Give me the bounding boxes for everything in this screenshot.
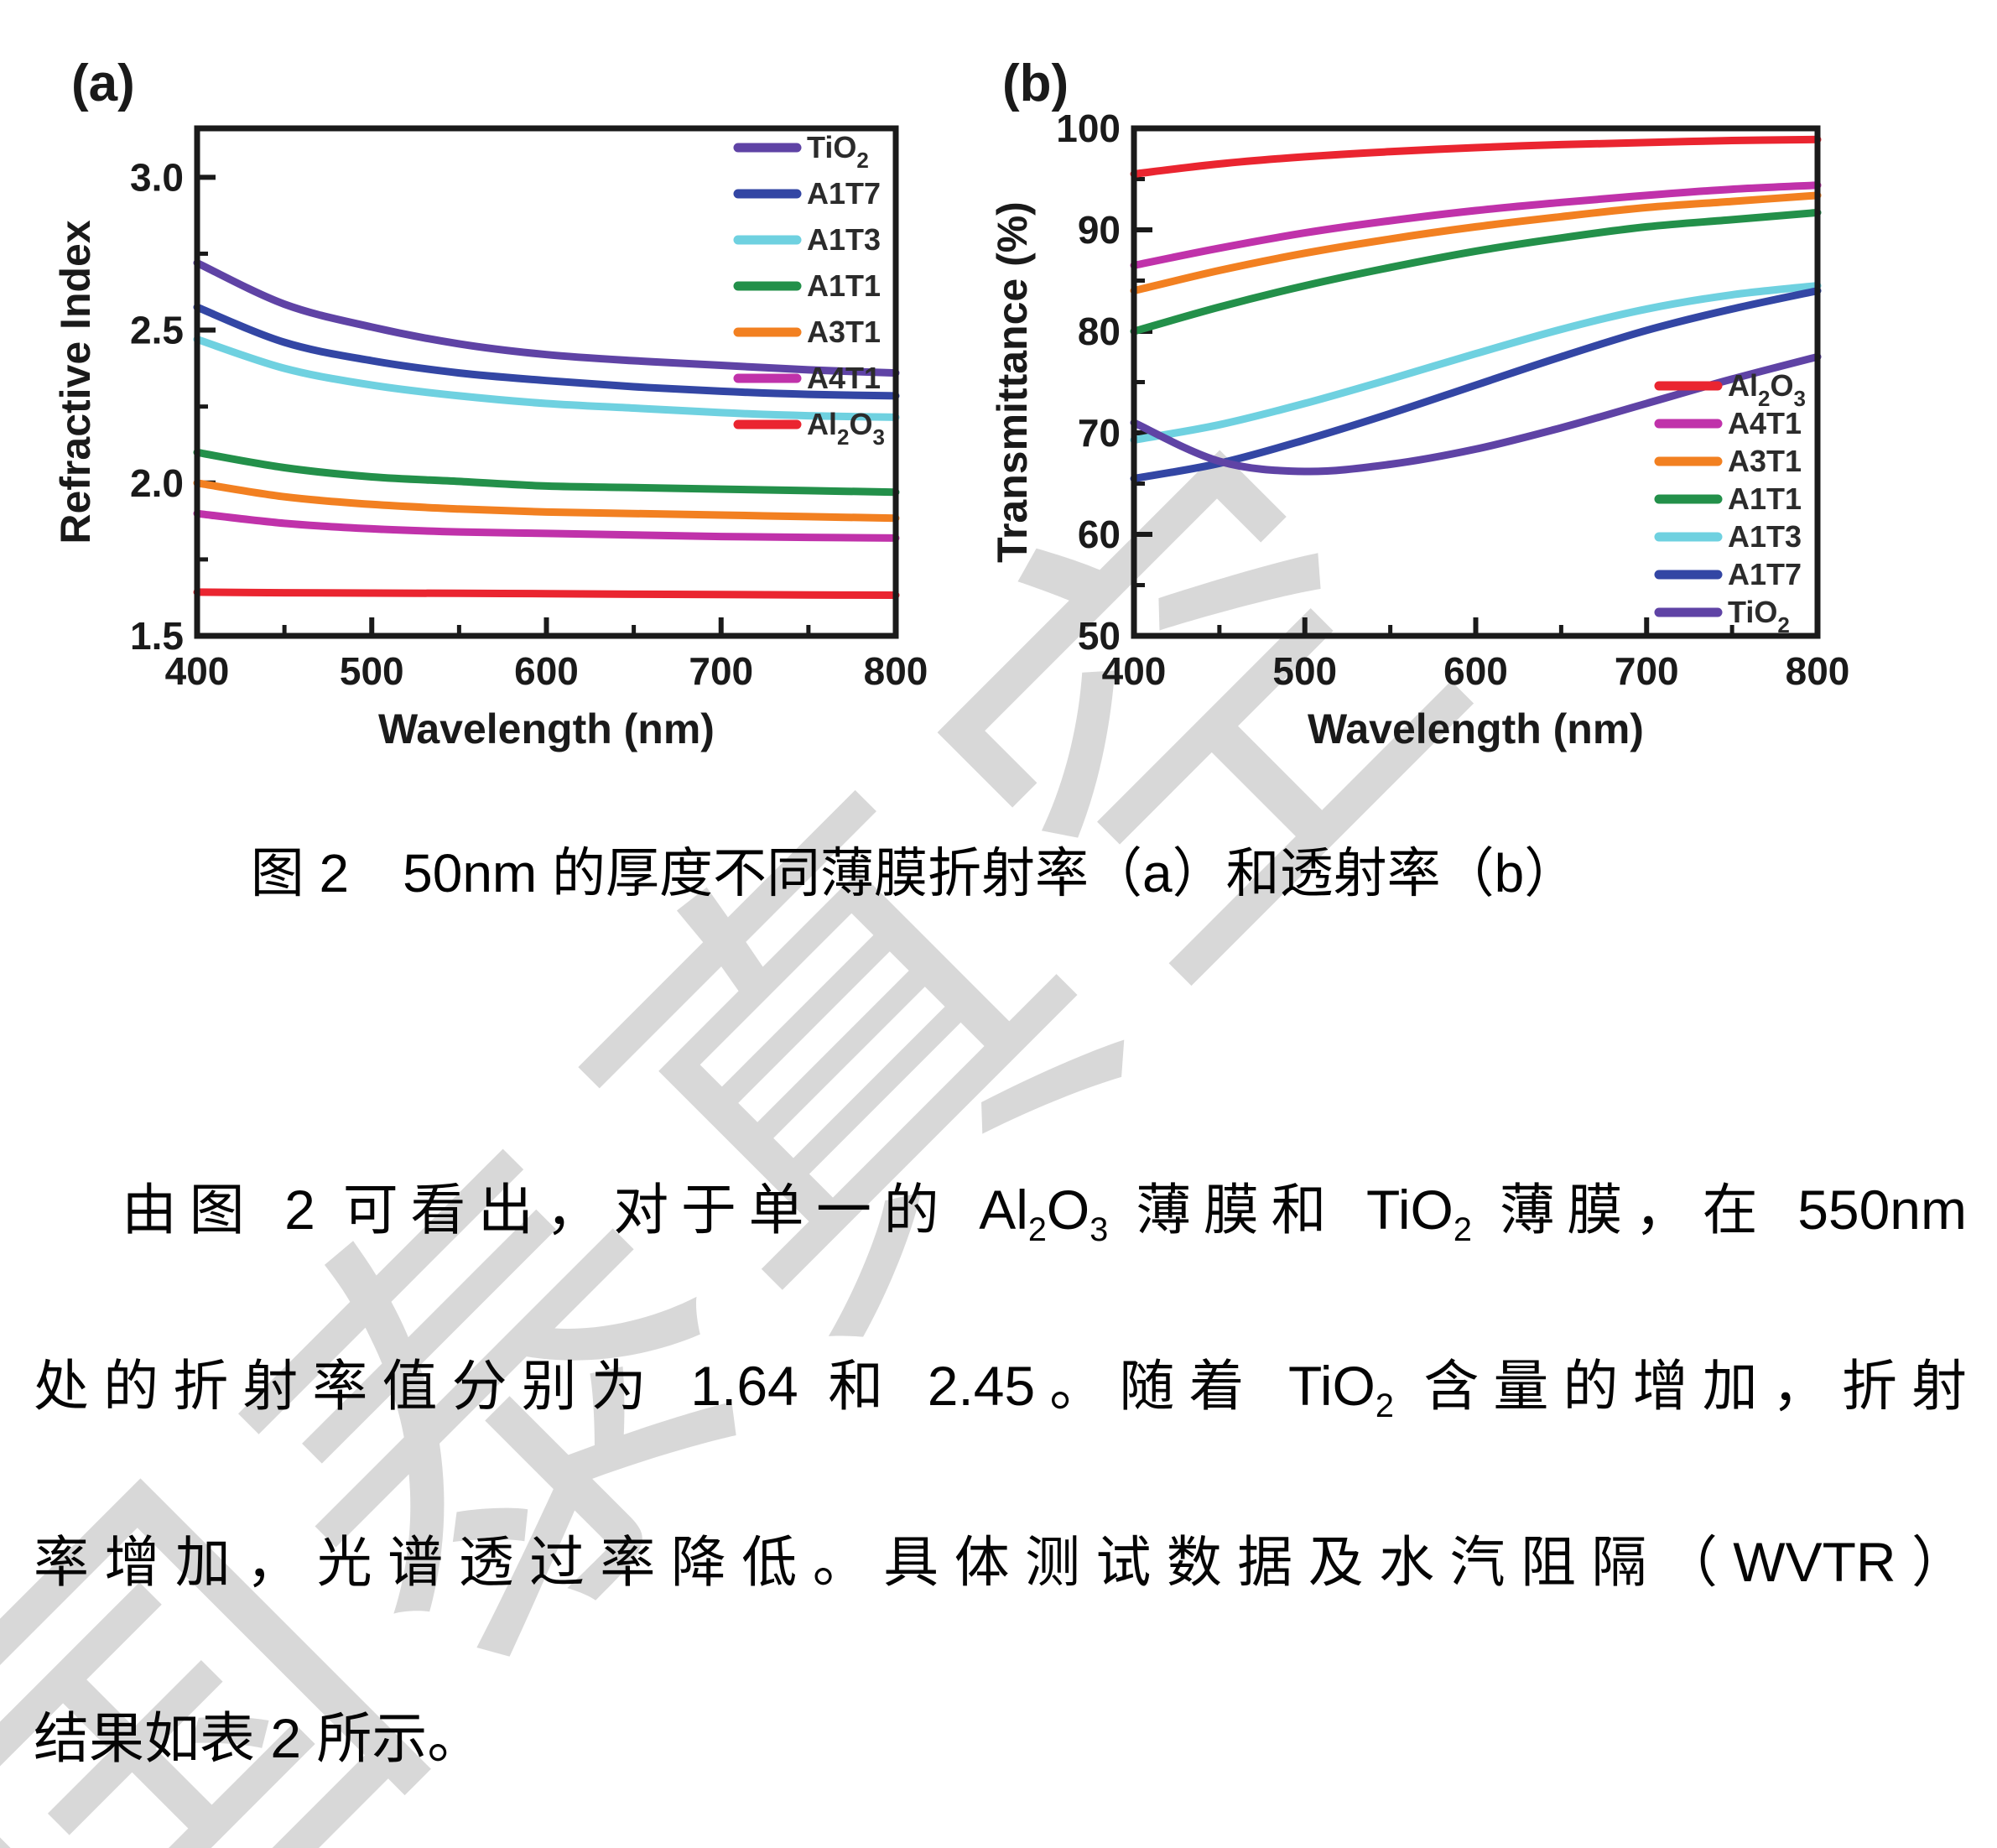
paragraph-line-4: 结果如表 2 所示。: [34, 1707, 483, 1769]
legend-label-A1T3: A1T3: [1728, 519, 1802, 554]
axes: 400 500 600 700 800 1.5 2.0 2.5 3.0 Wavelength (n…: [52, 155, 928, 752]
y-tick-label: 70: [1078, 411, 1121, 455]
paragraph-line-2: 处的折射率值分别为 1.64 和 2.45。随着 TiO2 含量的增加，折射: [34, 1355, 1968, 1425]
series-line-Al2O3: [1130, 135, 1822, 178]
paragraph-line-1: 由图 2 可看出，对于单一的 Al2O3 薄膜和 TiO2 薄膜，在 550nm: [122, 1179, 1967, 1249]
y-tick-label: 2.0: [130, 461, 184, 505]
chart-refractive-index: (a) 400 500 600 700 800 1.5 2.0 2.5 3.0 Wavelength…: [52, 55, 928, 752]
y-tick-label: 60: [1078, 513, 1121, 556]
legend-label-TiO2: TiO2: [807, 130, 869, 173]
series-line-A1T7: [193, 303, 900, 400]
x-tick-label: 500: [340, 649, 404, 693]
series-line-A3T1: [1130, 191, 1822, 295]
legend-label-Al2O3: Al2O3: [1728, 368, 1806, 411]
legend-label-Al2O3: Al2O3: [807, 407, 885, 450]
series-line-A1T3: [1130, 282, 1822, 444]
legend-label-A1T1: A1T1: [807, 268, 881, 303]
y-tick-label: 2.5: [130, 309, 184, 352]
y-tick-label: 80: [1078, 310, 1121, 353]
series-line-Al2O3: [193, 588, 900, 599]
series-line-A1T1: [1130, 208, 1822, 336]
x-tick-label: 700: [689, 649, 753, 693]
series-lines: [193, 258, 900, 599]
x-tick-label: 400: [165, 649, 230, 693]
series-line-A1T7: [1130, 287, 1822, 482]
x-tick-label: 600: [514, 649, 579, 693]
x-tick-label: 700: [1615, 649, 1679, 693]
axes: 400 500 600 700 800 50 60 70 80 90 100 Wavelength (…: [989, 107, 1849, 752]
plot-border: [1131, 125, 1821, 639]
legend-label-A1T1: A1T1: [1728, 482, 1802, 516]
legend-label-A1T3: A1T3: [807, 222, 881, 257]
panel-label: (b): [1002, 55, 1069, 112]
y-axis-title: Refractive Index: [52, 220, 99, 544]
x-tick-label: 400: [1102, 649, 1167, 693]
y-axis-title: Transmittance (%): [989, 201, 1036, 563]
legend-label-A3T1: A3T1: [807, 315, 881, 349]
series-line-A4T1: [1130, 181, 1822, 269]
series-line-A1T1: [193, 448, 900, 497]
legend-label-A1T7: A1T7: [807, 176, 881, 211]
figure-2: (a) 400 500 600 700 800 1.5 2.0 2.5 3.0 Wavelength…: [0, 17, 1997, 822]
x-tick-label: 800: [1786, 649, 1850, 693]
chart-transmittance: (b) 400 500 600 700 800 50 60 70 80 90 100 Wavelengt…: [989, 55, 1849, 752]
y-tick-label: 3.0: [130, 155, 184, 199]
panel-label: (a): [71, 55, 135, 112]
series-line-A1T3: [193, 336, 900, 421]
legend-label-A1T7: A1T7: [1728, 557, 1802, 591]
plot-border: [194, 125, 899, 639]
paragraph-line-3: 率增加，光谱透过率降低。具体测试数据及水汽阻隔（WVTR）: [34, 1531, 1967, 1593]
x-axis-title: Wavelength (nm): [378, 705, 715, 752]
series-line-A4T1: [193, 509, 900, 542]
legend-label-A4T1: A4T1: [1728, 406, 1802, 440]
x-tick-label: 500: [1272, 649, 1337, 693]
x-tick-label: 800: [864, 649, 928, 693]
legend-label-A3T1: A3T1: [1728, 444, 1802, 478]
series-line-TiO2: [193, 258, 900, 377]
x-tick-label: 600: [1443, 649, 1508, 693]
figure-caption: 图 2 50nm 的厚度不同薄膜折射率（a）和透射率（b）: [250, 843, 1578, 903]
y-tick-label: 50: [1078, 614, 1121, 658]
series-line-A3T1: [193, 479, 900, 523]
x-axis-title: Wavelength (nm): [1308, 705, 1644, 752]
y-tick-label: 90: [1078, 208, 1121, 252]
y-tick-label: 100: [1056, 107, 1121, 150]
y-tick-label: 1.5: [130, 614, 184, 658]
legend-label-A4T1: A4T1: [807, 361, 881, 395]
legend-label-TiO2: TiO2: [1728, 595, 1790, 638]
